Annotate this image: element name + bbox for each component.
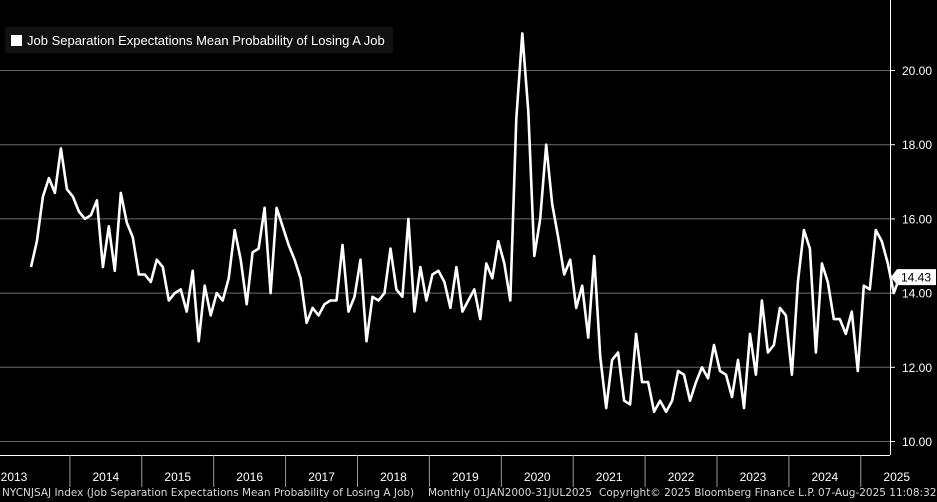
x-tick-label: 2019	[452, 470, 479, 484]
last-value-label: 14.43	[901, 271, 931, 285]
last-value-box	[891, 269, 936, 286]
y-tick-label: 16.00	[902, 212, 932, 226]
x-tick-label: 2021	[596, 470, 623, 484]
y-tick-label: 18.00	[902, 138, 932, 152]
x-tick-label: 2018	[380, 470, 407, 484]
x-tick-label: 2024	[811, 470, 838, 484]
x-tick-label: 2016	[236, 470, 263, 484]
x-axis: 2013 2014 2015 2016 2017 2018 2019 2020 2021 2022…	[0, 455, 910, 487]
legend-swatch	[11, 34, 22, 46]
series-group	[29, 32, 901, 414]
y-tick-label: 14.00	[902, 287, 932, 301]
x-tick-label: 2020	[524, 470, 551, 484]
series-line	[29, 32, 901, 414]
footer-timestamp: 07-Aug-2025 11:08:32	[818, 487, 937, 499]
legend-label: Job Separation Expectations Mean Probabi…	[27, 32, 385, 48]
x-tick-label: 2025	[883, 470, 910, 484]
y-tick-label: 20.00	[902, 64, 932, 78]
x-tick-label: 2013	[1, 470, 28, 484]
x-tick-label: 2023	[740, 470, 767, 484]
footer-index-desc: NYCNJSAJ Index (Job Separation Expectati…	[2, 487, 415, 499]
line-chart: 2013 2014 2015 2016 2017 2018 2019 2020 2021 2022…	[0, 0, 936, 487]
gridlines	[0, 70, 890, 442]
footer-copyright: Copyright© 2025 Bloomberg Finance L.P.	[599, 487, 816, 499]
y-axis: 10.00 12.00 14.00 16.00 18.00 20.00	[890, 0, 932, 455]
footer: NYCNJSAJ Index (Job Separation Expectati…	[0, 487, 937, 502]
y-tick-label: 12.00	[902, 361, 932, 375]
x-tick-label: 2014	[92, 470, 119, 484]
legend: Job Separation Expectations Mean Probabi…	[5, 27, 393, 53]
footer-period: Monthly 01JAN2000-31JUL2025	[428, 487, 592, 499]
x-tick-label: 2015	[164, 470, 191, 484]
x-tick-label: 2022	[668, 470, 695, 484]
x-tick-label: 2017	[308, 470, 335, 484]
y-tick-label: 10.00	[902, 435, 932, 449]
last-value-marker: 14.43	[891, 269, 936, 286]
